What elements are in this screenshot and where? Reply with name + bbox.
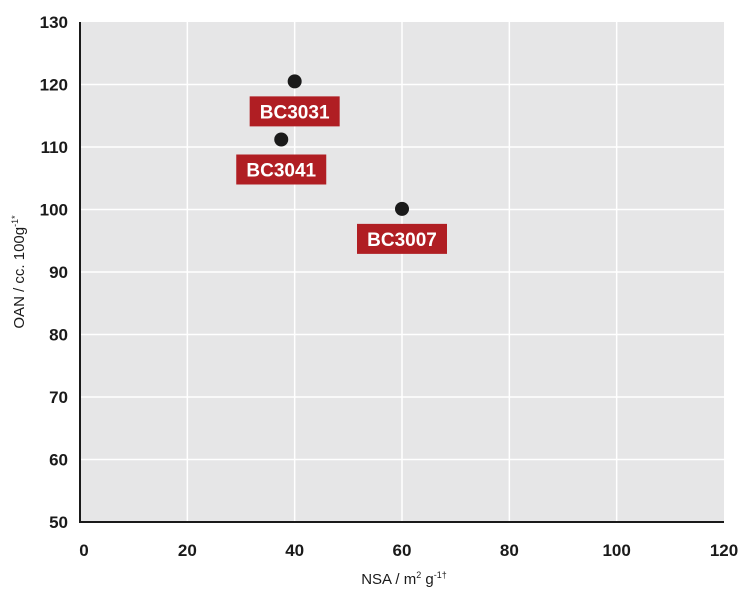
- y-tick-label: 110: [41, 138, 68, 157]
- x-tick-label: 20: [178, 541, 197, 560]
- data-point: [274, 132, 289, 147]
- y-tick-label: 80: [49, 326, 68, 345]
- y-tick-label: 60: [49, 451, 68, 470]
- point-label: BC3007: [367, 230, 437, 251]
- data-point: [287, 74, 302, 89]
- point-label-badge: BC3041: [236, 154, 327, 185]
- y-tick-label: 120: [40, 76, 68, 95]
- data-points: BC3031 BC3041 BC3007: [236, 74, 447, 254]
- y-tick-labels: 50 60 70 80 90 100 110 120 130: [40, 13, 68, 532]
- axes: [79, 22, 724, 523]
- x-tick-label: 0: [79, 541, 88, 560]
- x-tick-label: 80: [500, 541, 519, 560]
- y-tick-label: 100: [40, 201, 68, 220]
- point-label-background: [249, 96, 340, 127]
- point-label: BC3031: [260, 102, 330, 123]
- y-tick-label: 130: [40, 13, 68, 32]
- x-tick-labels: 0 20 40 60 80 100 120: [79, 541, 738, 560]
- x-tick-label: 120: [710, 541, 738, 560]
- x-axis-label: NSA / m2 g-1†: [361, 570, 447, 588]
- data-point: [395, 201, 409, 216]
- point-label: BC3041: [246, 161, 316, 182]
- y-tick-label: 50: [49, 513, 68, 532]
- y-axis-label: OAN / cc. 100g-1*: [10, 215, 28, 329]
- y-tick-label: 70: [49, 388, 68, 407]
- x-tick-label: 40: [285, 541, 304, 560]
- x-tick-label: 100: [602, 541, 630, 560]
- point-label-background: [357, 223, 447, 254]
- x-tick-label: 60: [393, 541, 412, 560]
- point-label-badge: BC3007: [357, 223, 447, 254]
- point-label-background: [236, 154, 327, 185]
- y-tick-label: 90: [49, 263, 68, 282]
- point-label-badge: BC3031: [249, 96, 340, 127]
